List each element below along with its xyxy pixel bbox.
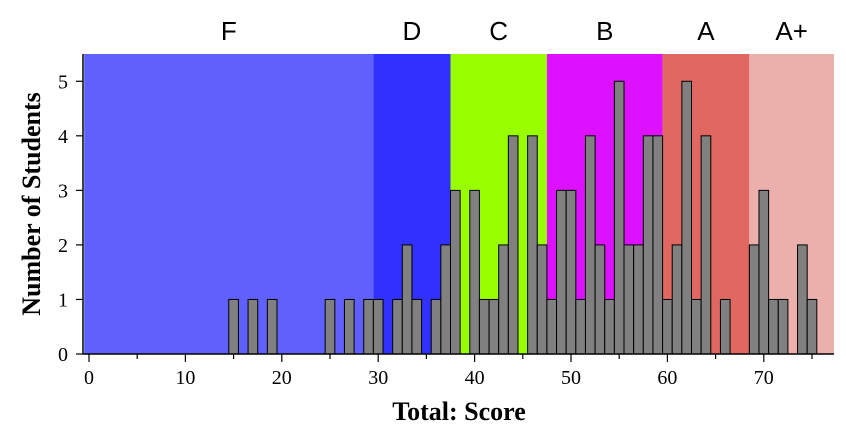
bar-score-74 [797,244,808,355]
bar-score-33 [401,244,413,355]
bar-score-27 [343,298,355,355]
bar-score-30 [372,298,384,355]
grade-label-c: C [489,16,508,46]
grade-label-d: D [403,16,422,46]
x-tick-label: 70 [754,367,774,389]
bar-score-19 [266,298,278,355]
x-tick-label: 50 [561,367,581,389]
x-axis-title: Total: Score [392,397,526,426]
y-tick-label: 2 [58,235,68,257]
bar-score-15 [228,298,239,355]
bar-score-37 [440,244,451,355]
bar-score-50 [565,189,577,355]
bar-score-58 [642,135,654,355]
bar-score-63 [691,298,702,355]
bar-score-70 [758,189,770,355]
bar-score-57 [633,244,644,355]
x-tick-label: 30 [368,367,388,389]
bar-score-71 [768,298,779,355]
bar-score-25 [324,298,336,355]
y-tick-label: 0 [58,344,68,366]
bar-score-32 [392,298,403,355]
x-tick-label: 0 [84,367,94,389]
bar-score-55 [613,80,625,355]
bar-score-62 [681,80,692,355]
bar-score-46 [527,135,538,355]
bar-score-43 [498,244,509,355]
grade-label-b: B [596,16,613,46]
x-tick-label: 60 [657,367,677,389]
bar-score-42 [488,298,500,355]
bar-score-48 [546,298,558,355]
grade-label-f: F [221,16,237,46]
bar-score-61 [671,244,683,355]
grade-label-a-plus: A+ [775,16,808,46]
y-tick-label: 1 [58,289,68,311]
bar-score-66 [719,298,731,355]
y-tick-label: 5 [58,71,68,93]
x-tick-label: 40 [465,367,485,389]
bar-score-64 [700,135,712,355]
bar-score-41 [478,298,490,355]
grade-band-labels: F D C B A A+ [221,16,808,46]
bar-score-59 [652,135,664,355]
y-tick-label: 4 [58,126,68,148]
bar-score-52 [584,135,596,355]
y-tick-label: 3 [58,180,68,202]
bar-score-56 [623,244,635,355]
x-tick-label: 10 [175,367,195,389]
bar-score-29 [363,298,374,355]
bar-score-53 [594,244,606,355]
y-axis-title: Number of Students [17,92,46,315]
x-tick-label: 20 [272,367,292,389]
bar-score-17 [247,298,259,355]
bar-score-54 [604,298,615,355]
bar-score-47 [536,244,548,355]
bar-score-49 [556,189,567,355]
bar-score-51 [575,298,586,355]
grade-label-a: A [697,16,715,46]
bar-score-60 [662,298,673,355]
bar-score-34 [411,298,423,355]
bar-score-75 [806,298,818,355]
axes: 0 10 20 30 40 50 60 70 0 1 2 3 4 5 [58,54,834,389]
bar-score-38 [450,189,461,355]
bar-score-44 [507,135,519,355]
bar-score-40 [469,189,480,355]
bar-score-69 [748,244,760,355]
bar-score-72 [777,298,789,355]
bar-score-36 [430,298,442,355]
